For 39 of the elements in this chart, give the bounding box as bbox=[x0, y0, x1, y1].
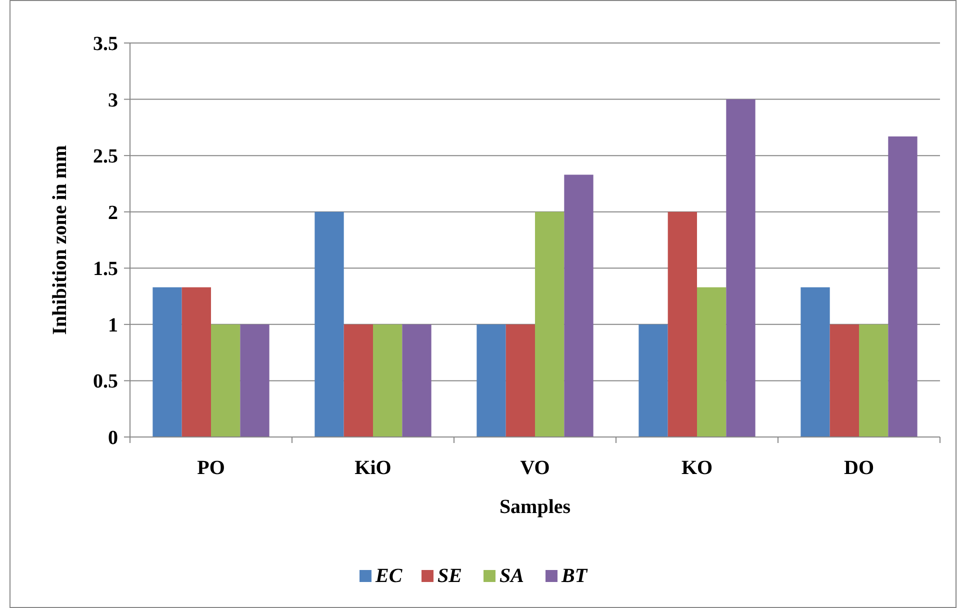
bar bbox=[800, 287, 830, 437]
bar bbox=[830, 324, 859, 437]
bar bbox=[373, 324, 402, 437]
x-tick-label: PO bbox=[197, 457, 225, 479]
bar bbox=[182, 287, 211, 437]
y-tick-label: 1 bbox=[108, 314, 118, 336]
bar bbox=[211, 324, 240, 437]
y-tick-label: 2 bbox=[108, 202, 118, 224]
bar bbox=[152, 287, 182, 437]
y-axis-title: Inhibition zone in mm bbox=[49, 144, 71, 335]
x-tick-label: DO bbox=[844, 457, 874, 479]
y-tick-label: 3 bbox=[108, 89, 118, 112]
bar bbox=[402, 324, 432, 437]
y-tick-label: 1.5 bbox=[93, 258, 118, 280]
bar bbox=[535, 212, 564, 437]
x-tick-label: KO bbox=[681, 457, 713, 479]
x-tick-label: VO bbox=[520, 457, 550, 479]
bar bbox=[564, 174, 594, 437]
bar bbox=[506, 324, 535, 437]
y-tick-label: 0 bbox=[108, 427, 118, 449]
legend-label: SE bbox=[438, 565, 462, 587]
bar bbox=[697, 287, 726, 437]
y-tick-label: 2.5 bbox=[93, 146, 118, 168]
bar bbox=[726, 99, 756, 437]
legend-label: EC bbox=[374, 565, 403, 587]
bar bbox=[888, 136, 918, 437]
bar bbox=[314, 212, 344, 437]
bar bbox=[240, 324, 270, 437]
x-tick-label: KiO bbox=[354, 457, 392, 479]
x-axis-title: Samples bbox=[499, 496, 571, 518]
legend-label: BT bbox=[560, 565, 588, 587]
bar bbox=[668, 212, 697, 437]
bar bbox=[859, 324, 888, 437]
bar bbox=[476, 324, 506, 437]
legend-label: SA bbox=[500, 565, 524, 587]
y-tick-label: 3.5 bbox=[93, 33, 118, 55]
y-tick-label: 0.5 bbox=[93, 370, 118, 393]
bar bbox=[638, 324, 668, 437]
bar bbox=[344, 324, 373, 437]
